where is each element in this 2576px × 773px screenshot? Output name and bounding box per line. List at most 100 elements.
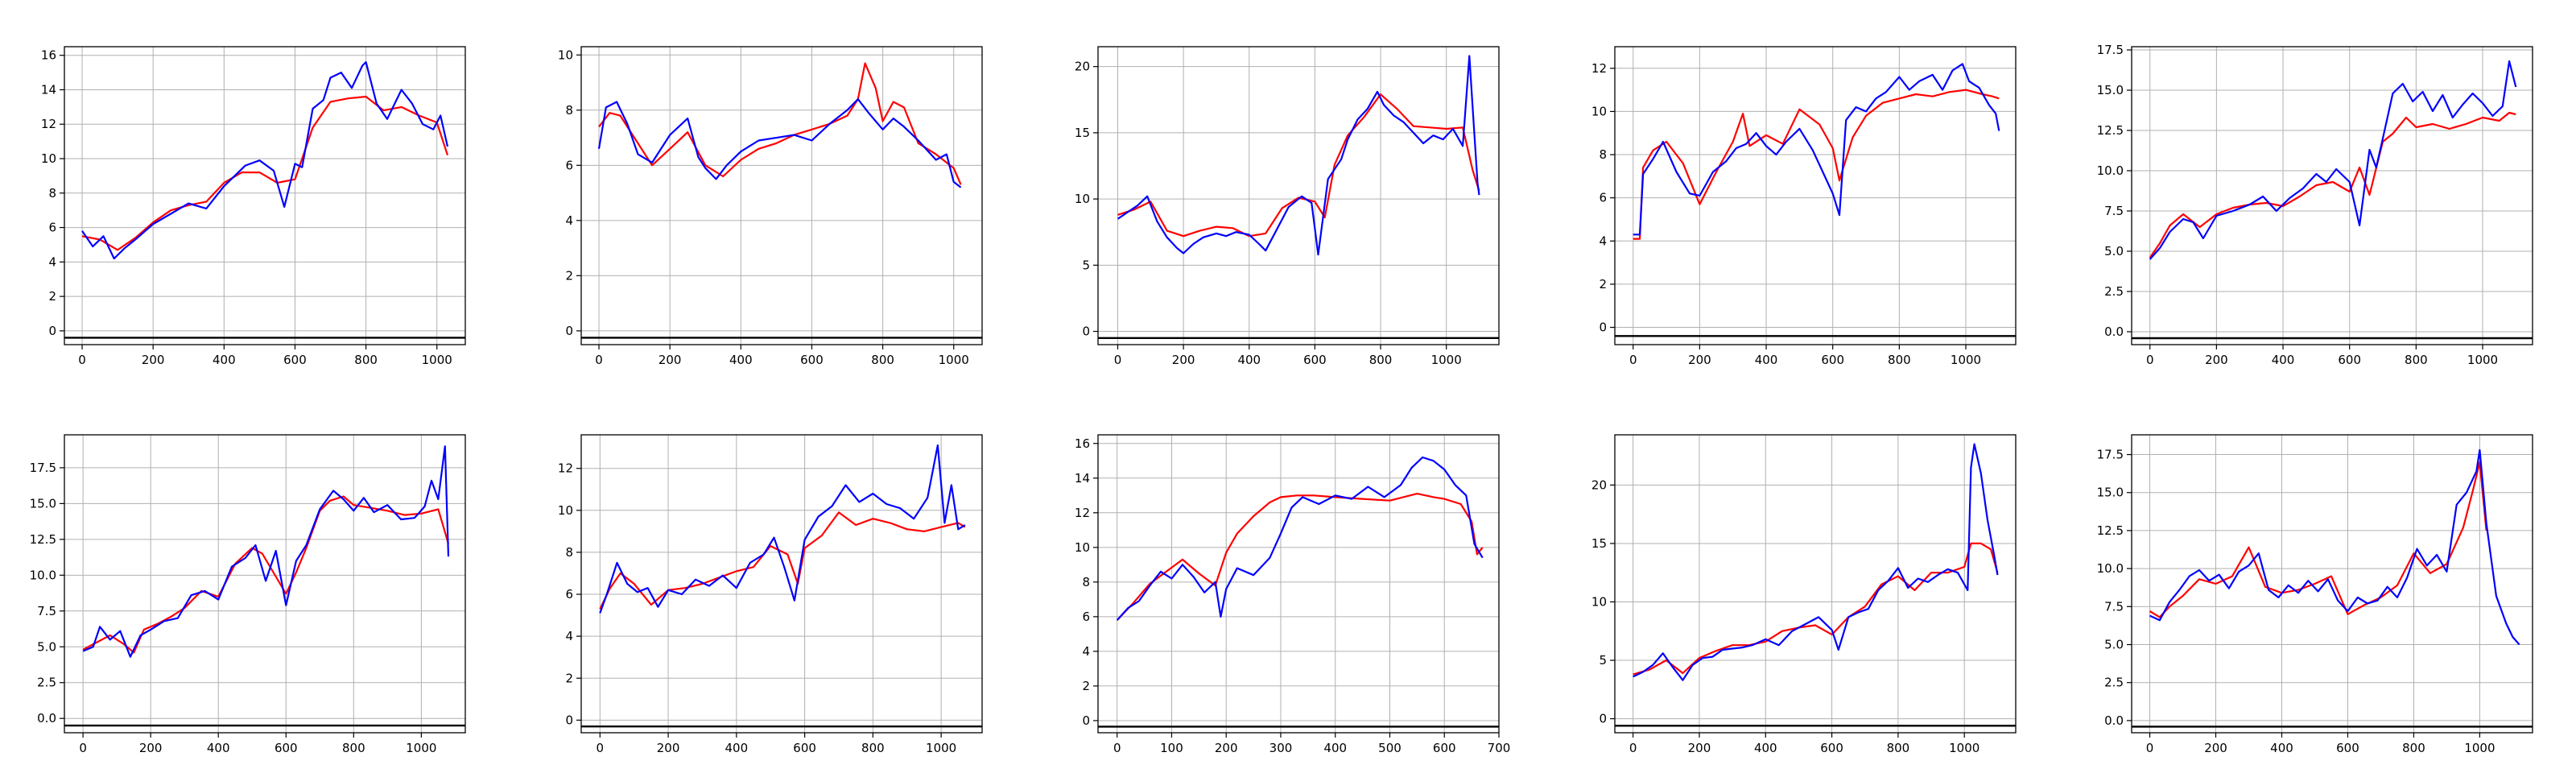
y-tick-label: 15.0 bbox=[2097, 83, 2124, 97]
y-tick-label: 2.5 bbox=[2104, 676, 2124, 690]
y-tick-label: 7.5 bbox=[2104, 204, 2124, 218]
y-tick-label: 16 bbox=[41, 48, 56, 63]
y-tick-label: 4 bbox=[48, 254, 56, 269]
chart-panel-5: 0 200 400 600 800 1000 0.0 2.5 5.0 7.5 10.0 12.5 15.… bbox=[2097, 43, 2533, 367]
y-tick-label: 0.0 bbox=[2104, 713, 2124, 728]
y-tick-label: 20 bbox=[1591, 477, 1607, 492]
x-tick-label: 200 bbox=[1215, 741, 1238, 755]
x-tick-label: 0 bbox=[597, 741, 605, 755]
x-tick-label: 200 bbox=[658, 353, 682, 367]
y-tick-label: 10 bbox=[1591, 594, 1607, 609]
x-tick-label: 800 bbox=[861, 741, 885, 755]
y-tick-label: 4 bbox=[565, 629, 573, 643]
x-tick-label: 200 bbox=[1688, 741, 1711, 755]
x-tick-label: 1000 bbox=[1431, 353, 1462, 367]
y-tick-label: 10 bbox=[41, 151, 56, 166]
y-tick-label: 12 bbox=[558, 461, 573, 476]
y-tick-label: 12.5 bbox=[2097, 123, 2124, 138]
y-tick-label: 5 bbox=[1082, 258, 1090, 272]
y-tick-label: 5.0 bbox=[2104, 638, 2124, 652]
x-tick-label: 600 bbox=[1433, 741, 1456, 755]
plot-frame bbox=[64, 434, 466, 734]
y-tick-label: 12.5 bbox=[2097, 523, 2124, 538]
y-tick-label: 20 bbox=[1075, 60, 1090, 74]
chart-panel-1: 0 200 400 600 800 1000 0 2 4 6 8 10 12 14 16 bbox=[41, 46, 466, 367]
plot-frame bbox=[580, 434, 983, 734]
y-tick-label: 0 bbox=[1599, 320, 1607, 335]
y-tick-label: 5.0 bbox=[37, 639, 56, 654]
series-line-blue bbox=[2149, 60, 2517, 260]
y-tick-label: 8 bbox=[48, 186, 56, 200]
y-tick-label: 15.0 bbox=[30, 496, 56, 511]
x-tick-label: 1000 bbox=[1949, 741, 1979, 755]
x-tick-label: 400 bbox=[213, 353, 236, 367]
x-tick-label: 600 bbox=[793, 741, 816, 755]
x-tick-label: 100 bbox=[1160, 741, 1183, 755]
series-line-blue bbox=[1633, 443, 1999, 681]
y-tick-label: 0 bbox=[1599, 712, 1607, 726]
y-tick-label: 0.0 bbox=[37, 711, 56, 725]
series-line-blue bbox=[2149, 449, 2520, 646]
x-tick-label: 400 bbox=[2270, 741, 2293, 755]
series-line-red bbox=[2149, 461, 2487, 618]
y-tick-label: 6 bbox=[1599, 191, 1607, 205]
x-tick-label: 800 bbox=[871, 353, 894, 367]
chart-panel-3: 0 200 400 600 800 1000 0 5 10 15 20 bbox=[1075, 46, 1500, 367]
y-tick-label: 7.5 bbox=[2104, 599, 2124, 614]
y-tick-label: 5 bbox=[1599, 653, 1607, 668]
y-tick-label: 4 bbox=[1082, 644, 1090, 659]
x-tick-label: 400 bbox=[207, 741, 230, 755]
series-line-red bbox=[81, 95, 449, 251]
x-tick-label: 1000 bbox=[1951, 353, 1981, 367]
x-tick-label: 0 bbox=[2146, 353, 2154, 367]
y-tick-label: 4 bbox=[1599, 234, 1607, 248]
y-tick-label: 10 bbox=[558, 503, 573, 518]
y-tick-label: 2 bbox=[1599, 277, 1607, 291]
y-tick-label: 10.0 bbox=[2097, 561, 2124, 576]
x-tick-label: 400 bbox=[729, 353, 753, 367]
x-tick-label: 800 bbox=[1888, 353, 1911, 367]
y-tick-label: 2 bbox=[1082, 679, 1090, 693]
y-tick-label: 2.5 bbox=[2104, 284, 2124, 299]
chart-panel-4: 0 200 400 600 800 1000 0 2 4 6 8 10 12 bbox=[1591, 46, 2017, 367]
y-tick-label: 17.5 bbox=[2097, 43, 2124, 57]
series-line-red bbox=[599, 511, 966, 610]
y-tick-label: 16 bbox=[1075, 436, 1090, 451]
series-line-red bbox=[1633, 89, 2000, 240]
x-tick-label: 800 bbox=[2402, 741, 2425, 755]
chart-panel-2: 0 200 400 600 800 1000 0 2 4 6 8 10 bbox=[558, 46, 983, 367]
chart-panel-8: 0 100 200 300 400 500 600 700 0 2 4 6 8 10 12 14 16 bbox=[1075, 434, 1510, 755]
x-tick-label: 400 bbox=[1754, 741, 1777, 755]
x-tick-label: 800 bbox=[354, 353, 378, 367]
series-line-blue bbox=[82, 445, 450, 658]
y-tick-label: 8 bbox=[1082, 575, 1090, 589]
chart-panel-9: 0 200 400 600 800 1000 0 5 10 15 20 bbox=[1591, 434, 2017, 755]
x-tick-label: 600 bbox=[283, 353, 307, 367]
y-tick-label: 2 bbox=[48, 289, 56, 304]
plot-frame bbox=[580, 46, 983, 345]
series-line-red bbox=[2149, 111, 2516, 258]
x-tick-label: 0 bbox=[1113, 741, 1121, 755]
x-tick-label: 200 bbox=[657, 741, 680, 755]
x-tick-label: 200 bbox=[142, 353, 165, 367]
x-tick-label: 1000 bbox=[926, 741, 956, 755]
x-tick-label: 400 bbox=[1237, 353, 1261, 367]
x-tick-label: 400 bbox=[1323, 741, 1347, 755]
x-tick-label: 300 bbox=[1269, 741, 1293, 755]
x-tick-label: 400 bbox=[725, 741, 749, 755]
y-tick-label: 17.5 bbox=[30, 461, 56, 475]
y-tick-label: 2.5 bbox=[37, 676, 56, 690]
x-tick-label: 0 bbox=[79, 741, 87, 755]
y-tick-label: 2 bbox=[565, 268, 573, 283]
x-tick-label: 0 bbox=[1629, 741, 1637, 755]
x-tick-label: 0 bbox=[2146, 741, 2154, 755]
x-tick-label: 600 bbox=[800, 353, 824, 367]
x-tick-label: 0 bbox=[1629, 353, 1637, 367]
y-tick-label: 12 bbox=[1591, 61, 1607, 76]
chart-panel-7: 0 200 400 600 800 1000 0 2 4 6 8 10 12 bbox=[558, 434, 983, 755]
x-tick-label: 400 bbox=[1755, 353, 1778, 367]
x-tick-label: 0 bbox=[78, 353, 86, 367]
plot-frame bbox=[64, 46, 466, 345]
y-tick-label: 15 bbox=[1591, 536, 1607, 551]
